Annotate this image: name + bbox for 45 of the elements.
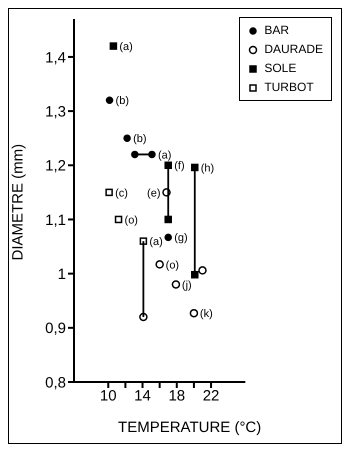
annotation: (g) <box>174 232 188 244</box>
legend-label: DAURADE <box>264 41 323 58</box>
annotation: (h) <box>200 162 214 174</box>
legend-label: SOLE <box>264 60 296 77</box>
y-tick-label: 1,1 <box>45 212 66 229</box>
x-tick-label: 18 <box>168 388 186 405</box>
annotation: (b) <box>116 95 129 108</box>
annotation: (k) <box>200 308 213 320</box>
point <box>172 280 180 289</box>
annotation: (f) <box>174 160 185 172</box>
annotation: (e) <box>147 187 161 200</box>
y-tick-label: 1,4 <box>45 49 66 66</box>
point <box>114 216 122 224</box>
point <box>123 134 131 142</box>
point <box>198 266 207 275</box>
y-tick-label: 1 <box>58 266 66 283</box>
legend-label: BAR <box>264 22 289 39</box>
point <box>155 260 164 269</box>
annotation: (a) <box>119 40 133 53</box>
x-tick-label: 14 <box>134 388 151 405</box>
x-tick-label: 22 <box>202 388 220 405</box>
y-tick-label: 1,2 <box>45 158 66 175</box>
x-axis-title: TEMPERATURE (°C) <box>118 419 262 436</box>
annotation: (c) <box>115 187 128 200</box>
point <box>191 164 199 172</box>
x-tick-label: 10 <box>100 388 117 405</box>
point <box>190 308 198 318</box>
point <box>164 162 172 170</box>
annotation: (o) <box>166 259 180 272</box>
point <box>191 270 199 278</box>
point <box>110 42 118 50</box>
point <box>105 188 113 196</box>
point <box>164 216 172 224</box>
legend-label: TURBOT <box>264 79 314 96</box>
annotation: (a) <box>158 149 172 162</box>
annotation: (a) <box>149 236 163 248</box>
y-axis-title: DIAMETRE (mm) <box>9 144 26 260</box>
annotation: (b) <box>133 133 147 146</box>
y-tick-label: 1,3 <box>45 103 66 120</box>
point <box>164 234 172 242</box>
y-tick-label: 0,8 <box>45 374 66 392</box>
annotation: (o) <box>124 214 138 226</box>
point <box>106 96 114 104</box>
annotation: (j) <box>182 279 192 292</box>
y-tick-label: 0,9 <box>45 320 66 338</box>
